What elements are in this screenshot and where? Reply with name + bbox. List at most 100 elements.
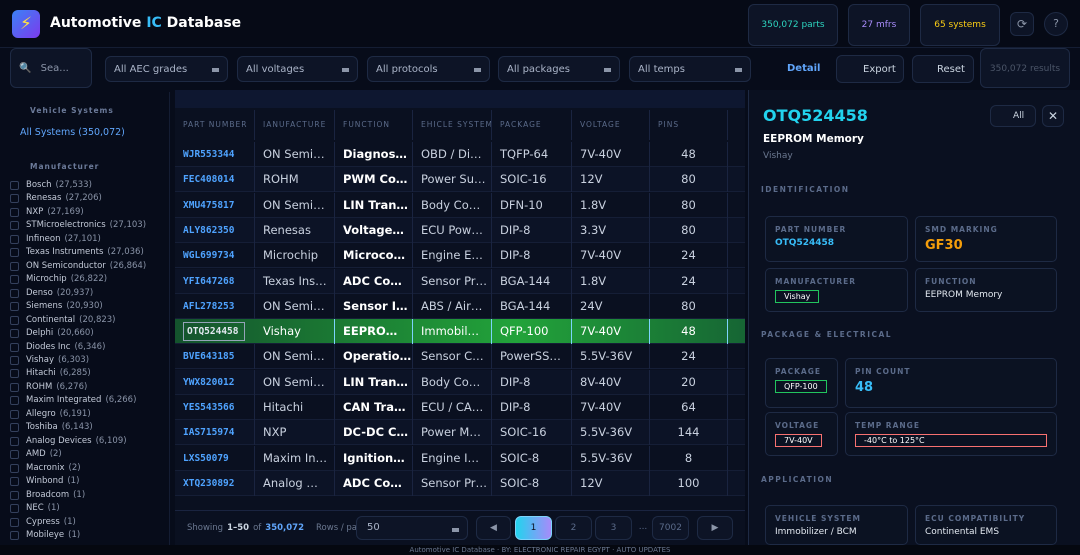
page-button[interactable]: 7002 [652, 516, 689, 540]
table-row[interactable] [175, 142, 745, 167]
checkbox[interactable] [10, 423, 19, 433]
checkbox[interactable] [10, 342, 19, 352]
detail-panel [748, 90, 1080, 545]
filter-select[interactable]: All protocols [367, 56, 490, 82]
checkbox[interactable] [10, 396, 19, 406]
checkbox[interactable] [10, 302, 19, 312]
filter-select[interactable]: All temps [629, 56, 751, 82]
close-button[interactable]: ✕ [1042, 105, 1064, 127]
part-number: YFI647268 [175, 268, 255, 294]
table-cell: ON Semi… [255, 344, 335, 370]
checkbox[interactable] [10, 450, 19, 460]
manufacturer-name: Analog Devices [26, 435, 92, 446]
table-cell: QFP-100 [492, 319, 572, 345]
manufacturer-name: Winbond [26, 476, 64, 487]
card-value: Vishay [775, 290, 820, 303]
table-cell: 80 [650, 167, 728, 193]
card-label: SMD MARKING [925, 225, 998, 234]
table-row[interactable] [175, 217, 745, 243]
table-row[interactable] [175, 344, 745, 370]
manufacturer-name: NEC [26, 503, 44, 514]
checkbox[interactable] [10, 221, 19, 231]
checkbox[interactable] [10, 477, 19, 487]
search-box[interactable]: 🔍 Sea... [10, 48, 92, 88]
detail-button[interactable]: Detail [787, 63, 821, 74]
page-button[interactable]: 1 [515, 516, 552, 540]
manufacturer-name: Texas Instruments [26, 247, 104, 258]
card-value: OTQ524458 [775, 238, 835, 248]
detail-part: OTQ524458 [763, 106, 868, 125]
table-row[interactable] [175, 369, 745, 395]
page-button[interactable]: 2 [555, 516, 592, 540]
manufacturer-name: Continental [26, 314, 76, 325]
table-cell: 20 [650, 369, 728, 395]
reset-button[interactable]: Reset [912, 55, 974, 83]
showing-part: 1–50 [227, 523, 250, 533]
table-cell: Power Su… [413, 167, 492, 193]
table-row[interactable] [175, 470, 745, 496]
checkbox[interactable] [10, 248, 19, 258]
export-button[interactable]: Export [836, 55, 904, 83]
checkbox[interactable] [10, 409, 19, 419]
manufacturer-count: (20,823) [79, 314, 116, 325]
page-button[interactable]: 3 [595, 516, 632, 540]
table-row[interactable] [175, 243, 745, 269]
all-systems[interactable]: All Systems (350,072) [20, 127, 125, 138]
table-cell: Immobil… [413, 319, 492, 345]
table-cell: Vishay [255, 319, 335, 345]
table-row[interactable] [175, 167, 745, 193]
filter-select[interactable]: All packages [498, 56, 620, 82]
table-cell: SOIC-8 [492, 470, 572, 496]
table-row[interactable] [175, 445, 745, 471]
table-row[interactable] [175, 319, 745, 345]
checkbox[interactable] [10, 382, 19, 392]
checkbox[interactable] [10, 207, 19, 217]
table-cell: Sensor C… [413, 344, 492, 370]
checkbox[interactable] [10, 261, 19, 271]
table-cell: 7V-40V [572, 243, 650, 269]
manufacturer-item: Bosch (27,533) [26, 180, 92, 190]
checkbox[interactable] [10, 517, 19, 527]
checkbox[interactable] [10, 194, 19, 204]
checkbox[interactable] [10, 436, 19, 446]
filter-select[interactable]: All AEC grades [105, 56, 228, 82]
checkbox[interactable] [10, 490, 19, 500]
app-title: Automotive IC Database [50, 15, 241, 31]
table-cell: 7V-40V [572, 319, 650, 345]
help-button[interactable]: ? [1044, 12, 1068, 36]
checkbox[interactable] [10, 315, 19, 325]
checkbox[interactable] [10, 530, 19, 540]
table-cell: NXP [255, 420, 335, 446]
page-size-select[interactable]: 50 [356, 516, 468, 540]
checkbox[interactable] [10, 463, 19, 473]
card-value: GF30 [925, 238, 963, 253]
table-cell: Operatio… [335, 344, 413, 370]
manufacturer-item: Allegro (6,191) [26, 409, 91, 419]
next-page[interactable]: ▶ [697, 516, 733, 540]
checkbox[interactable] [10, 275, 19, 285]
card-label: PART NUMBER [775, 225, 847, 234]
manufacturer-count: (1) [73, 489, 86, 500]
checkbox[interactable] [10, 369, 19, 379]
manufacturer-count: (6,276) [56, 381, 88, 392]
refresh-button[interactable]: ⟳ [1010, 12, 1034, 36]
checkbox[interactable] [10, 504, 19, 514]
table-row[interactable] [175, 268, 745, 294]
manufacturer-count: (27,169) [47, 206, 84, 217]
table-row[interactable] [175, 395, 745, 420]
checkbox[interactable] [10, 181, 19, 190]
checkbox[interactable] [10, 329, 19, 339]
table-top-strip [175, 90, 745, 108]
all-button[interactable]: All [990, 105, 1036, 127]
table-row[interactable] [175, 420, 745, 446]
table-cell: DIP-8 [492, 243, 572, 269]
manufacturer-count: (6,285) [59, 368, 91, 379]
checkbox[interactable] [10, 355, 19, 365]
manufacturer-item: AMD (2) [26, 449, 62, 459]
checkbox[interactable] [10, 288, 19, 298]
checkbox[interactable] [10, 234, 19, 244]
prev-page[interactable]: ◀ [476, 516, 511, 540]
table-row[interactable] [175, 293, 745, 319]
table-row[interactable] [175, 192, 745, 218]
filter-select[interactable]: All voltages [237, 56, 358, 82]
